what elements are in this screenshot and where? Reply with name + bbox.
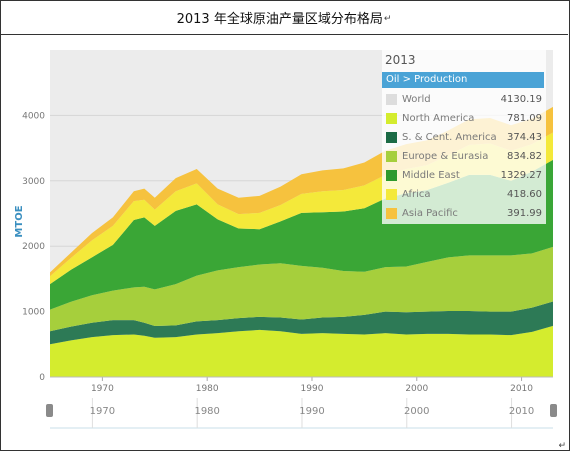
- legend-value: 374.43: [507, 132, 542, 143]
- legend-label: S. & Cent. America: [402, 132, 497, 143]
- x-tick-label: 2000: [405, 384, 428, 394]
- legend-item[interactable]: Middle East 1329.27: [386, 169, 544, 183]
- x-tick-label: 1970: [91, 384, 114, 394]
- legend-label: Middle East: [402, 170, 460, 181]
- x-tick-label: 2010: [510, 384, 533, 394]
- legend-swatch: [386, 189, 397, 200]
- legend-swatch: [386, 208, 397, 219]
- series-area-north-america: [50, 325, 553, 377]
- legend-value: 781.09: [507, 113, 542, 124]
- legend-year: 2013: [385, 53, 416, 67]
- x-tick-label: 1980: [196, 384, 219, 394]
- legend-item[interactable]: World 4130.19: [386, 93, 544, 107]
- legend-item[interactable]: Africa 418.60: [386, 188, 544, 202]
- navigator-left-handle[interactable]: [46, 404, 53, 417]
- navigator-tick-label: 1970: [90, 406, 115, 417]
- legend-label: Africa: [402, 189, 431, 200]
- legend-swatch: [386, 132, 397, 143]
- navigator-tick-label: 1980: [194, 406, 219, 417]
- y-axis-label: MTOE: [14, 205, 25, 237]
- legend-label: Asia Pacific: [402, 208, 458, 219]
- navigator-tick-label: 2010: [509, 406, 534, 417]
- y-tick-label: 4000: [22, 111, 45, 121]
- legend-item[interactable]: Asia Pacific 391.99: [386, 207, 544, 221]
- legend-swatch: [386, 170, 397, 181]
- figure-title: 2013 年全球原油产量区域分布格局: [176, 11, 383, 27]
- series-area-europe-eurasia: [50, 246, 553, 332]
- legend-value: 418.60: [507, 189, 542, 200]
- legend-item[interactable]: S. & Cent. America 374.43: [386, 131, 544, 145]
- legend-label: World: [402, 94, 431, 105]
- legend-item[interactable]: Europe & Eurasia 834.82: [386, 150, 544, 164]
- legend-header[interactable]: Oil > Production: [382, 72, 544, 88]
- y-tick-label: 2000: [22, 242, 45, 252]
- legend-swatch: [386, 151, 397, 162]
- legend-swatch: [386, 94, 397, 105]
- legend-label: North America: [402, 113, 475, 124]
- navigator-right-handle[interactable]: [550, 404, 557, 417]
- navigator-tick-label: 2000: [404, 406, 429, 417]
- legend-value: 391.99: [507, 208, 542, 219]
- x-tick-label: 1990: [301, 384, 324, 394]
- legend-value: 4130.19: [500, 94, 542, 105]
- series-area-s-cent-america: [50, 301, 553, 345]
- y-tick-label: 3000: [22, 177, 45, 187]
- navigator-tick-label: 1990: [299, 406, 324, 417]
- y-tick-label: 1000: [22, 308, 45, 318]
- legend-value: 834.82: [507, 151, 542, 162]
- legend-swatch: [386, 113, 397, 124]
- end-paragraph-mark: ↵: [558, 441, 566, 451]
- legend-label: Europe & Eurasia: [402, 151, 489, 162]
- legend-item[interactable]: North America 781.09: [386, 112, 544, 126]
- y-tick-label: 0: [39, 373, 45, 383]
- legend: 2013 Oil > Production World 4130.19 North …: [382, 48, 546, 224]
- figure-title-row: 2013 年全球原油产量区域分布格局 ↵: [0, 0, 568, 35]
- title-paragraph-mark: ↵: [383, 14, 392, 24]
- legend-value: 1329.27: [500, 170, 542, 181]
